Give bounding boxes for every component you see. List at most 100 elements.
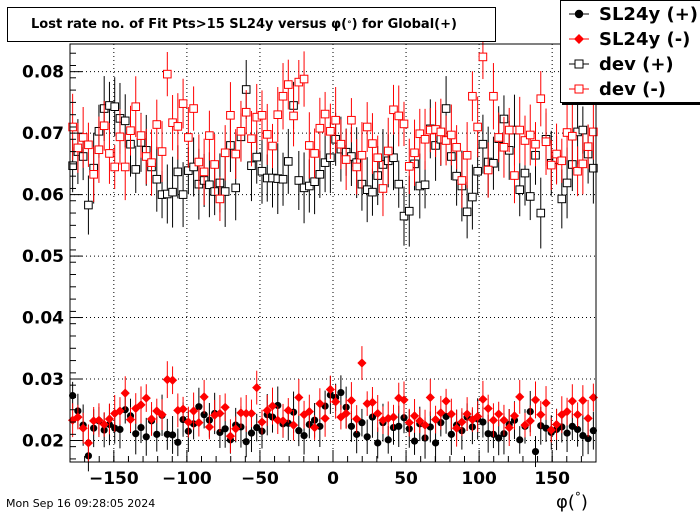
data-point <box>515 185 525 194</box>
data-point <box>378 184 388 193</box>
data-point <box>588 392 598 403</box>
data-point <box>378 415 388 425</box>
data-point <box>141 393 151 403</box>
data-point <box>452 171 461 181</box>
data-point <box>300 431 308 440</box>
data-point <box>104 414 115 424</box>
data-point <box>147 158 156 167</box>
data-point <box>516 436 524 444</box>
legend-label: dev (+) <box>599 53 674 75</box>
data-point <box>173 405 183 415</box>
data-point <box>157 147 167 156</box>
data-point <box>146 414 157 424</box>
data-point <box>478 52 488 62</box>
data-point <box>216 428 224 437</box>
data-point <box>84 140 93 150</box>
data-point <box>163 69 172 79</box>
data-point <box>242 438 250 446</box>
data-point <box>305 141 314 150</box>
chart-title: Lost rate no. of Fit Pts>15 SL24y versus… <box>7 7 496 42</box>
data-point <box>320 413 330 423</box>
data-point <box>578 159 588 169</box>
data-point <box>273 110 283 119</box>
data-point <box>462 150 472 160</box>
data-point <box>178 404 188 414</box>
data-point <box>283 157 293 166</box>
data-point <box>430 414 441 425</box>
data-point <box>441 136 451 145</box>
data-point <box>358 419 366 427</box>
legend-item-dev-minus: dev (-) <box>569 77 666 101</box>
open-square-red-marker-icon <box>569 84 589 94</box>
data-point <box>510 171 519 180</box>
data-point <box>341 155 351 164</box>
data-point <box>99 419 109 430</box>
data-point <box>373 408 383 419</box>
y-axis-ticks: 0.02 0.03 0.04 0.05 0.06 0.07 0.08 <box>22 52 82 460</box>
chart-title-tail: ) for Global(+) <box>351 17 457 32</box>
data-point <box>315 170 325 179</box>
x-axis-label-text: φ( <box>556 492 575 513</box>
data-point <box>257 417 267 427</box>
open-square-marker-icon <box>569 59 589 69</box>
data-point <box>473 122 482 132</box>
data-point <box>494 133 503 142</box>
data-point <box>110 162 120 172</box>
data-point <box>120 162 130 172</box>
data-point <box>241 107 251 117</box>
data-point <box>410 437 419 445</box>
data-point <box>253 423 261 432</box>
data-point <box>257 111 267 120</box>
data-point <box>262 130 272 139</box>
data-point <box>294 176 304 185</box>
data-point <box>383 413 393 423</box>
data-point <box>546 425 556 435</box>
data-point <box>483 165 493 175</box>
data-point <box>205 180 214 190</box>
data-point <box>189 162 198 172</box>
x-axis-label-tail: ) <box>580 492 588 513</box>
data-point <box>305 181 314 191</box>
data-point <box>504 125 514 135</box>
data-point <box>362 122 372 132</box>
y-tick-label: 0.04 <box>22 309 64 329</box>
data-point <box>152 174 162 184</box>
data-point <box>473 166 482 176</box>
data-point <box>132 430 140 438</box>
data-point <box>573 425 582 434</box>
data-point <box>204 422 214 432</box>
data-point <box>310 177 319 186</box>
data-point <box>163 430 171 438</box>
data-point <box>299 74 309 84</box>
data-point <box>579 431 587 440</box>
data-point <box>226 111 235 120</box>
data-point <box>115 132 125 142</box>
data-point <box>436 408 446 418</box>
data-point <box>189 406 199 416</box>
data-point <box>494 409 504 419</box>
data-point <box>525 130 535 140</box>
data-point <box>499 142 509 152</box>
data-point <box>394 111 404 121</box>
data-point <box>383 146 393 156</box>
data-point <box>153 430 161 438</box>
data-point <box>489 91 498 101</box>
data-point <box>125 414 136 425</box>
data-point <box>488 415 499 425</box>
data-point <box>337 388 345 397</box>
data-point <box>399 395 409 405</box>
data-point <box>531 447 540 456</box>
x-axis-label: φ(°) <box>556 490 588 513</box>
data-point <box>257 166 267 176</box>
data-point <box>283 80 293 89</box>
y-tick-label: 0.03 <box>22 370 64 390</box>
data-point <box>274 401 282 410</box>
data-point <box>520 136 530 145</box>
data-point <box>352 162 361 172</box>
data-point <box>541 137 551 147</box>
data-point <box>194 418 204 428</box>
data-point <box>530 395 541 405</box>
data-point <box>152 406 162 416</box>
x-axis-label-degree: ° <box>574 490 581 504</box>
